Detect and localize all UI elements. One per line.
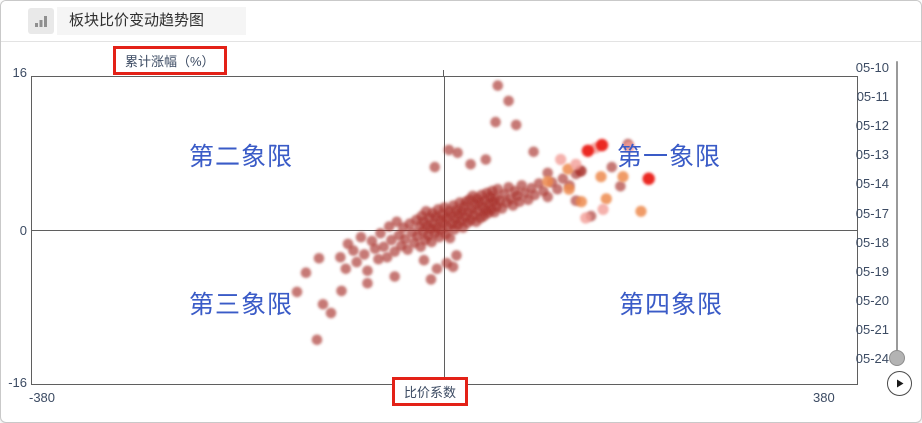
time-axis-label: 05-10 <box>855 60 889 75</box>
play-button[interactable] <box>887 371 912 396</box>
top-axis-tick <box>443 70 444 76</box>
time-axis-label: 05-24 <box>855 351 889 366</box>
slider-handle[interactable] <box>889 350 905 366</box>
time-axis-label: 05-11 <box>856 89 889 105</box>
quadrant-label-4: 第四象限 <box>618 291 723 319</box>
page-title: 板块比价变动趋势图 <box>57 7 247 35</box>
time-axis-label: 05-18 <box>855 234 889 250</box>
y-axis-title-highlighted: 累计涨幅（%） <box>113 46 227 75</box>
time-axis-label: 05-17 <box>855 205 889 221</box>
widget-header: 板块比价变动趋势图 <box>1 1 921 42</box>
time-axis-label: 05-14 <box>855 176 889 192</box>
play-icon <box>897 379 904 388</box>
timeline-slider-track[interactable] <box>896 61 898 359</box>
bar-chart-icon <box>28 8 54 34</box>
quadrant-label-2: 第二象限 <box>188 143 293 171</box>
quadrant-label-1: 第一象限 <box>616 143 721 171</box>
time-axis-label: 05-13 <box>855 147 889 163</box>
x-tick-min: -380 <box>29 390 56 405</box>
time-axis-label: 05-21 <box>855 321 889 337</box>
x-axis-title-highlighted: 比价系数 <box>392 377 469 406</box>
quadrant-divider-horizontal <box>32 230 857 231</box>
x-tick-max: 380 <box>813 390 835 405</box>
y-tick-zero: 0 <box>19 223 27 238</box>
y-tick-max: 16 <box>12 65 27 80</box>
time-axis-label: 05-20 <box>855 292 889 308</box>
time-axis-label: 05-19 <box>855 263 889 279</box>
quadrant-label-3: 第三象限 <box>188 291 293 319</box>
time-axis-label: 05-12 <box>855 118 889 134</box>
plot-area <box>31 76 858 385</box>
y-tick-min: -16 <box>8 375 27 390</box>
